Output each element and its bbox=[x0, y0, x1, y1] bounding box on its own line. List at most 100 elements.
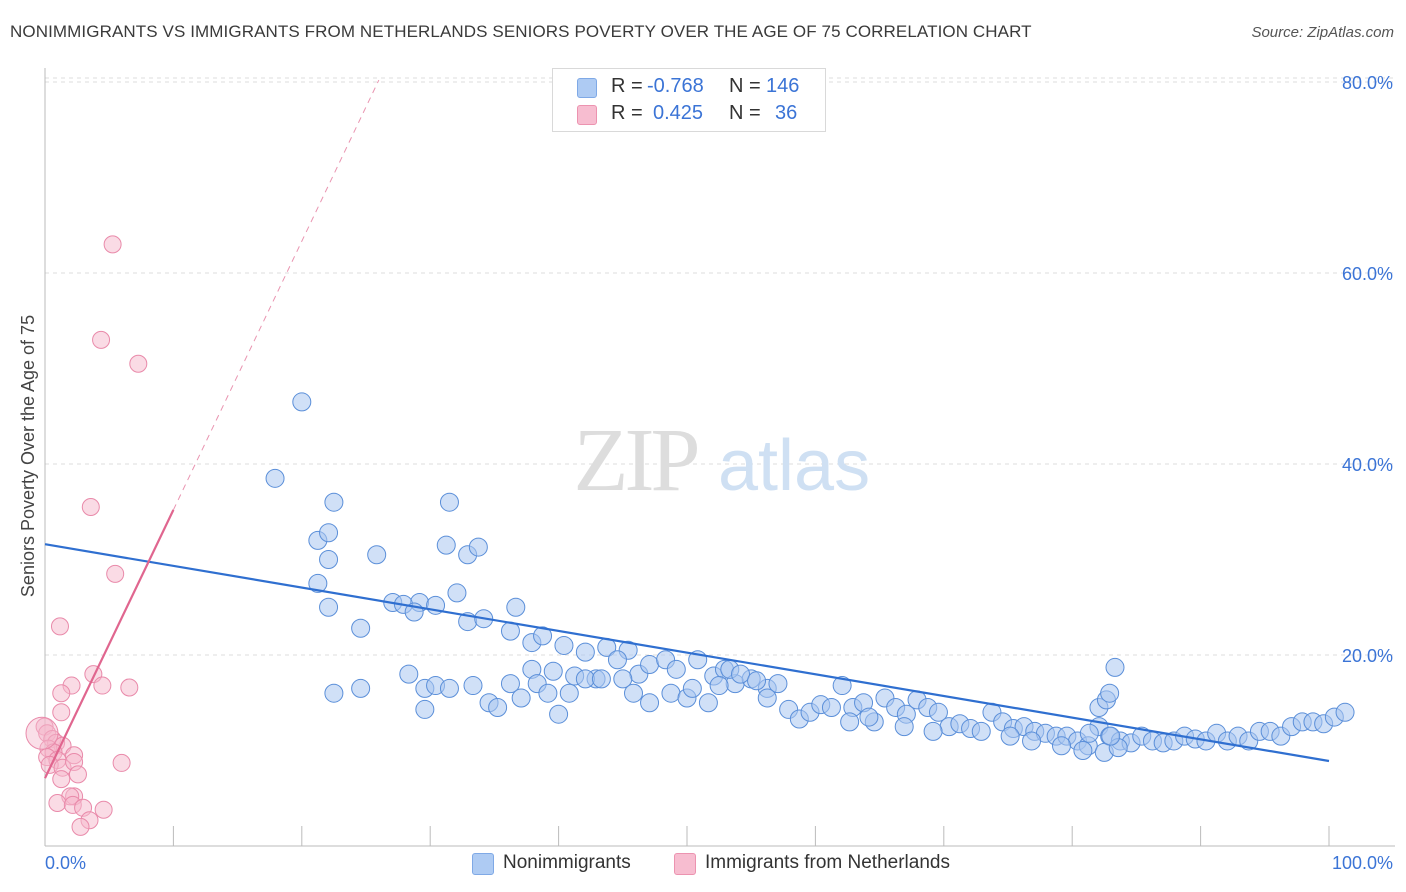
data-point-immigrants bbox=[52, 684, 71, 703]
data-point-nonimmigrants bbox=[821, 698, 841, 718]
data-point-nonimmigrants bbox=[613, 669, 633, 689]
axis-layer bbox=[44, 68, 1395, 847]
watermark: ZIP atlas bbox=[574, 411, 871, 510]
trend-layer bbox=[44, 79, 1330, 779]
data-point-nonimmigrants bbox=[500, 674, 520, 694]
data-point-nonimmigrants bbox=[399, 664, 419, 684]
data-point-nonimmigrants bbox=[1022, 731, 1042, 751]
trend-line-immigrants bbox=[44, 509, 175, 779]
data-point-nonimmigrants bbox=[1000, 726, 1020, 746]
y-tick-label: 20.0% bbox=[1342, 646, 1393, 666]
data-point-nonimmigrants bbox=[757, 688, 777, 708]
y-tick-label: 40.0% bbox=[1342, 455, 1393, 475]
data-point-nonimmigrants bbox=[607, 650, 627, 670]
data-point-nonimmigrants bbox=[1052, 736, 1071, 756]
data-point-nonimmigrants bbox=[624, 683, 643, 703]
legend-r-value: -0.768 bbox=[647, 75, 704, 97]
data-point-nonimmigrants bbox=[319, 550, 339, 569]
chart-title: NONIMMIGRANTS VS IMMIGRANTS FROM NETHERL… bbox=[10, 22, 1032, 41]
x-tick-label: 100.0% bbox=[1332, 853, 1393, 873]
data-point-immigrants bbox=[48, 794, 67, 813]
data-point-immigrants bbox=[112, 753, 131, 772]
legend-r-label: R = bbox=[611, 75, 643, 97]
data-point-nonimmigrants bbox=[324, 683, 344, 703]
data-point-nonimmigrants bbox=[468, 537, 488, 557]
data-point-nonimmigrants bbox=[488, 698, 508, 718]
data-point-immigrants bbox=[25, 716, 59, 750]
data-point-nonimmigrants bbox=[351, 678, 371, 698]
data-point-nonimmigrants bbox=[533, 626, 553, 646]
data-point-immigrants bbox=[103, 235, 122, 254]
y-axis-label: Seniors Poverty Over the Age of 75 bbox=[18, 315, 38, 597]
legend-swatch-pink bbox=[577, 105, 597, 125]
legend-r-label: R = bbox=[611, 102, 643, 124]
data-point-nonimmigrants bbox=[640, 693, 660, 713]
data-point-immigrants bbox=[68, 765, 87, 784]
data-point-nonimmigrants bbox=[928, 702, 948, 722]
data-point-nonimmigrants bbox=[768, 674, 788, 694]
label-layer: 20.0% 40.0% 60.0% 80.0% 0.0% 100.0% Seniors Po… bbox=[18, 73, 1393, 873]
data-point-nonimmigrants bbox=[698, 693, 718, 713]
data-point-nonimmigrants bbox=[832, 676, 852, 696]
data-point-immigrants bbox=[93, 676, 112, 695]
data-point-nonimmigrants bbox=[506, 597, 526, 617]
data-point-nonimmigrants bbox=[511, 688, 531, 708]
chart-source: Source: ZipAtlas.com bbox=[1251, 24, 1394, 41]
data-point-nonimmigrants bbox=[351, 618, 371, 638]
data-point-nonimmigrants bbox=[709, 676, 729, 696]
x-tick-label: 0.0% bbox=[45, 853, 86, 873]
bottom-legend-swatch-pink bbox=[674, 853, 696, 875]
data-point-immigrants bbox=[52, 703, 71, 722]
data-point-nonimmigrants bbox=[575, 669, 595, 689]
legend-n-value: 36 bbox=[775, 102, 798, 124]
data-point-nonimmigrants bbox=[292, 392, 312, 412]
data-point-nonimmigrants bbox=[324, 492, 344, 512]
data-point-nonimmigrants bbox=[1335, 702, 1355, 722]
data-point-nonimmigrants bbox=[265, 468, 285, 488]
legend-n-label: N = bbox=[729, 75, 761, 97]
data-point-nonimmigrants bbox=[463, 676, 483, 696]
data-point-nonimmigrants bbox=[859, 707, 879, 727]
data-point-nonimmigrants bbox=[661, 683, 681, 703]
data-point-immigrants bbox=[120, 678, 139, 697]
grid-layer bbox=[45, 77, 1395, 656]
data-point-nonimmigrants bbox=[923, 721, 943, 741]
data-point-nonimmigrants bbox=[439, 678, 459, 698]
data-point-immigrants bbox=[129, 354, 148, 373]
data-point-immigrants bbox=[52, 770, 71, 789]
data-point-nonimmigrants bbox=[666, 659, 686, 679]
data-point-nonimmigrants bbox=[575, 642, 595, 662]
trend-line-immigrants-extension bbox=[172, 79, 380, 511]
legend-swatch-blue bbox=[577, 78, 597, 98]
data-point-immigrants bbox=[94, 800, 113, 819]
legend-n-label: N = bbox=[729, 102, 761, 124]
data-point-nonimmigrants bbox=[1073, 741, 1093, 760]
watermark-zip: ZIP bbox=[574, 411, 698, 510]
watermark-atlas: atlas bbox=[718, 426, 870, 506]
data-point-nonimmigrants bbox=[591, 669, 611, 689]
data-point-nonimmigrants bbox=[971, 721, 991, 741]
data-point-nonimmigrants bbox=[747, 671, 767, 691]
points-layer bbox=[25, 235, 1355, 836]
bottom-legend-swatch-blue bbox=[472, 853, 494, 875]
legend-n-value: 146 bbox=[766, 75, 800, 97]
y-tick-label: 80.0% bbox=[1342, 73, 1393, 93]
data-point-immigrants bbox=[106, 564, 125, 583]
data-point-nonimmigrants bbox=[439, 492, 459, 512]
data-point-nonimmigrants bbox=[549, 704, 569, 724]
data-point-immigrants bbox=[81, 497, 100, 516]
data-point-nonimmigrants bbox=[543, 661, 563, 681]
data-point-nonimmigrants bbox=[538, 683, 558, 703]
data-point-nonimmigrants bbox=[1100, 683, 1120, 703]
trend-line-nonimmigrants bbox=[44, 543, 1330, 763]
data-point-nonimmigrants bbox=[415, 699, 435, 719]
data-point-nonimmigrants bbox=[308, 573, 328, 593]
data-point-immigrants bbox=[50, 617, 69, 636]
data-point-nonimmigrants bbox=[640, 655, 660, 675]
data-point-nonimmigrants bbox=[894, 717, 914, 737]
bottom-legend-label: Nonimmigrants bbox=[503, 852, 631, 873]
data-point-nonimmigrants bbox=[367, 545, 387, 565]
data-point-nonimmigrants bbox=[840, 712, 860, 732]
data-point-nonimmigrants bbox=[731, 664, 750, 684]
